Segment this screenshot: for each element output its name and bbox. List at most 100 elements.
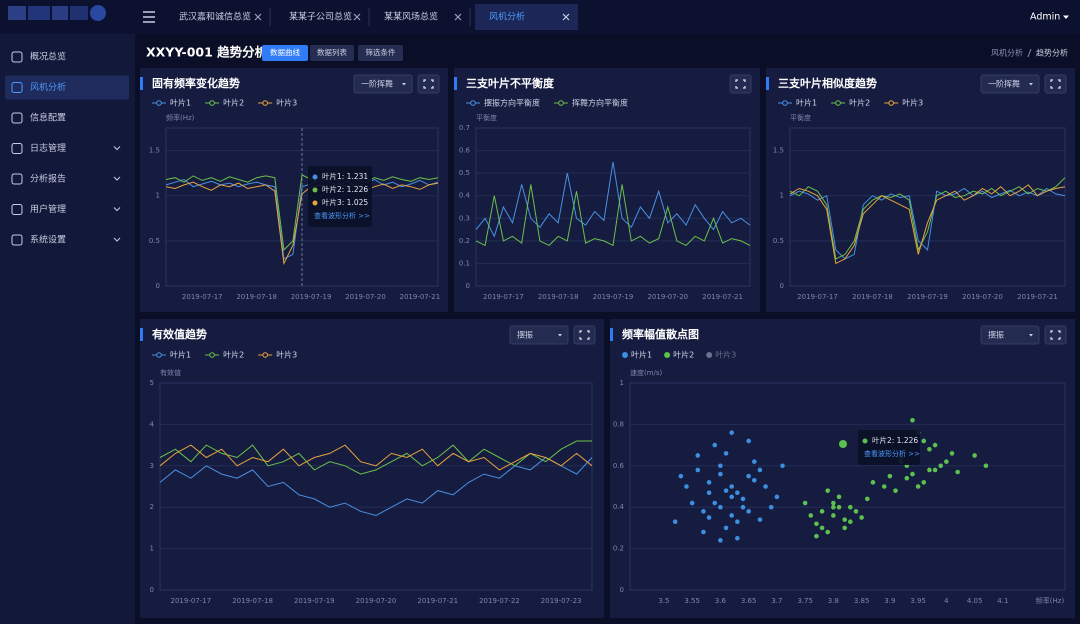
x-tick-label: 3.55 [684, 597, 700, 605]
tab[interactable]: 风机分析 [475, 4, 578, 30]
dropdown[interactable]: 一阶挥舞 [353, 74, 413, 94]
y-tick-label: 0.1 [459, 259, 470, 267]
legend-item[interactable]: 叶片3 [258, 350, 297, 360]
sidebar-item[interactable]: 用户管理 [11, 203, 121, 215]
x-tick-label: 2019-07-21 [1017, 293, 1058, 301]
scatter-point [927, 467, 932, 473]
legend-item[interactable]: 叶片2 [831, 98, 870, 108]
scatter-point [848, 504, 853, 510]
dropdown-caret [1029, 334, 1033, 337]
tab[interactable]: 某某子公司总览 [289, 8, 370, 26]
x-tick-label: 2019-07-18 [236, 293, 277, 301]
view-button[interactable]: 数据曲线 [262, 45, 308, 61]
view-button[interactable]: 数据列表 [310, 45, 354, 61]
legend-label: 挥舞方向平衡度 [572, 98, 628, 108]
dropdown-bg [509, 325, 569, 345]
logo [90, 5, 106, 21]
legend-item[interactable]: 叶片3 [884, 98, 923, 108]
fullscreen-button[interactable] [1044, 74, 1067, 94]
y-tick-label: 5 [150, 379, 154, 387]
legend-item[interactable]: 叶片1 [778, 98, 817, 108]
scatter-point [723, 525, 729, 531]
tooltip-link[interactable]: 查看波形分析 >> [314, 211, 370, 220]
scatter-point [915, 484, 921, 489]
x-tick-label: 4.1 [997, 597, 1008, 605]
tab-close[interactable] [254, 13, 262, 21]
view-button-label: 数据曲线 [270, 47, 300, 57]
legend-item[interactable]: 摆振方向平衡度 [466, 98, 540, 108]
legend-item[interactable]: 叶片3 [258, 98, 297, 108]
scatter-point [893, 488, 898, 493]
menu-toggle[interactable] [143, 11, 155, 23]
tab-close[interactable] [562, 13, 570, 21]
view-button[interactable]: 筛选条件 [358, 45, 403, 61]
scatter-point [836, 494, 842, 500]
fullscreen-button[interactable] [573, 325, 596, 345]
sidebar-item[interactable]: 信息配置 [11, 112, 66, 124]
sidebar-item[interactable]: 系统设置 [11, 234, 121, 246]
tab-close[interactable] [454, 13, 462, 21]
scatter-point [735, 519, 740, 524]
dropdown[interactable]: 一阶挥舞 [980, 74, 1040, 94]
legend-item[interactable]: 叶片1 [152, 98, 191, 108]
view-button-bg [310, 45, 354, 61]
tooltip: 叶片1: 1.231 叶片2: 1.226 叶片3: 1.025 查看波形分析 >> [308, 166, 372, 227]
sidebar-item[interactable]: 风机分析 [5, 75, 129, 100]
breadcrumb[interactable]: 风机分析 [991, 48, 1023, 58]
tab[interactable]: 武汉嘉和诚信总览 [179, 8, 271, 26]
x-tick-label: 3.95 [910, 597, 926, 605]
y-tick-label: 0.7 [459, 124, 470, 132]
scatter-point [746, 438, 751, 444]
scatter-point [887, 473, 893, 479]
fullscreen-button[interactable] [1044, 325, 1067, 345]
x-tick-label: 3.75 [797, 597, 813, 605]
scatter-point [932, 467, 938, 473]
scatter-point [910, 417, 915, 423]
x-tick-label: 2019-07-21 [702, 293, 743, 301]
scatter-point [853, 509, 859, 514]
legend-item[interactable]: 挥舞方向平衡度 [554, 98, 628, 108]
tab-close[interactable] [353, 13, 361, 21]
fullscreen-button[interactable] [417, 74, 440, 94]
y-tick-label: 1 [780, 192, 784, 200]
legend-item[interactable]: 叶片2 [664, 350, 694, 360]
y-tick-label: 0 [466, 282, 470, 290]
scatter-point [706, 480, 712, 485]
y-tick-label: 0.6 [459, 147, 471, 155]
sidebar-item[interactable]: 分析报告 [11, 173, 121, 185]
scatter-point [718, 504, 723, 510]
view-button-bg [262, 45, 308, 61]
legend-marker [262, 352, 268, 358]
scatter-point [881, 484, 887, 489]
fullscreen-icon [1050, 79, 1061, 89]
dropdown[interactable]: 摆振 [509, 325, 569, 345]
scatter-point [746, 509, 751, 514]
fullscreen-button[interactable] [729, 74, 752, 94]
tooltip-link[interactable]: 查看波形分析 >> [864, 449, 920, 458]
user-name[interactable]: Admin [1030, 12, 1060, 23]
legend-item[interactable]: 叶片3 [706, 350, 736, 360]
dropdown[interactable]: 摆振 [980, 325, 1040, 345]
legend-item[interactable]: 叶片2 [205, 98, 244, 108]
y-tick-label: 0.2 [613, 545, 624, 553]
scatter-point [746, 473, 751, 479]
legend-item[interactable]: 叶片1 [622, 350, 652, 360]
legend-marker [888, 100, 894, 106]
y-axis-label: 速度(m/s) [630, 368, 663, 377]
sidebar-item[interactable]: 概况总览 [11, 51, 66, 63]
fullscreen-icon [423, 79, 434, 89]
user-caret [1063, 15, 1069, 19]
tab[interactable]: 某某风场总览 [384, 8, 471, 26]
legend-label: 叶片3 [902, 98, 923, 108]
y-tick-label: 1 [620, 379, 624, 387]
scatter-point [768, 504, 774, 510]
legend-item[interactable]: 叶片1 [152, 350, 191, 360]
scatter-point [735, 535, 740, 541]
sidebar-item[interactable]: 日志管理 [11, 142, 121, 154]
scatter-point [712, 500, 718, 506]
series-line [475, 184, 751, 247]
legend-item[interactable]: 叶片2 [205, 350, 244, 360]
scatter-point [819, 525, 825, 531]
